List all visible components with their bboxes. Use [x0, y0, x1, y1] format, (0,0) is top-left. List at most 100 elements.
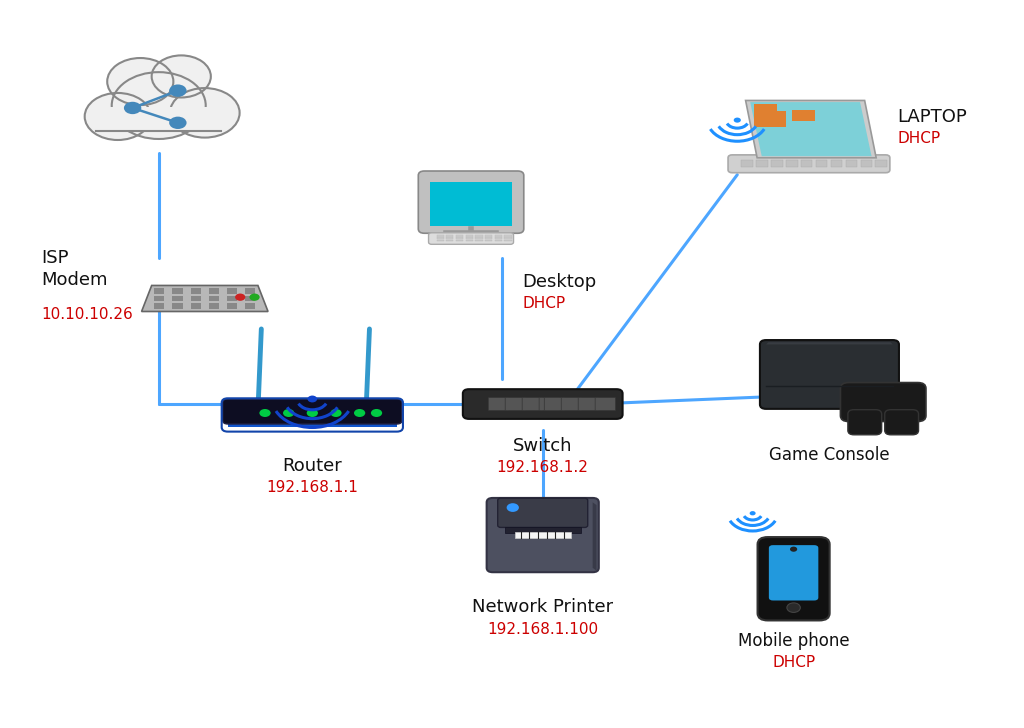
Circle shape: [371, 409, 382, 417]
FancyBboxPatch shape: [463, 389, 623, 419]
Circle shape: [108, 58, 173, 105]
FancyBboxPatch shape: [793, 110, 815, 121]
Circle shape: [331, 409, 342, 417]
Circle shape: [733, 117, 740, 123]
FancyBboxPatch shape: [475, 237, 482, 239]
Circle shape: [85, 93, 151, 140]
Text: Desktop: Desktop: [522, 273, 597, 291]
FancyBboxPatch shape: [466, 240, 473, 241]
FancyBboxPatch shape: [436, 240, 443, 241]
Text: Network Printer: Network Printer: [472, 598, 613, 617]
FancyBboxPatch shape: [758, 537, 829, 620]
FancyBboxPatch shape: [876, 160, 887, 167]
FancyBboxPatch shape: [539, 397, 559, 411]
FancyBboxPatch shape: [486, 498, 599, 572]
Circle shape: [507, 503, 519, 512]
FancyBboxPatch shape: [172, 303, 182, 309]
FancyBboxPatch shape: [595, 397, 615, 411]
FancyBboxPatch shape: [485, 235, 493, 237]
FancyBboxPatch shape: [92, 107, 225, 131]
FancyBboxPatch shape: [190, 288, 201, 294]
FancyBboxPatch shape: [545, 397, 565, 411]
FancyBboxPatch shape: [741, 160, 753, 167]
FancyBboxPatch shape: [841, 383, 926, 422]
Circle shape: [790, 547, 798, 552]
FancyBboxPatch shape: [456, 237, 463, 239]
FancyBboxPatch shape: [485, 237, 493, 239]
FancyBboxPatch shape: [485, 240, 493, 241]
FancyBboxPatch shape: [446, 235, 454, 237]
Text: 192.168.1.100: 192.168.1.100: [487, 622, 598, 637]
FancyBboxPatch shape: [816, 160, 827, 167]
FancyBboxPatch shape: [495, 240, 502, 241]
Polygon shape: [593, 502, 596, 571]
Circle shape: [170, 88, 240, 138]
FancyBboxPatch shape: [172, 288, 182, 294]
FancyBboxPatch shape: [222, 399, 401, 424]
Circle shape: [236, 293, 246, 301]
FancyBboxPatch shape: [561, 397, 582, 411]
FancyBboxPatch shape: [848, 410, 882, 435]
FancyBboxPatch shape: [505, 526, 581, 533]
FancyBboxPatch shape: [505, 240, 512, 241]
FancyBboxPatch shape: [522, 397, 543, 411]
FancyBboxPatch shape: [498, 498, 588, 527]
FancyBboxPatch shape: [227, 303, 238, 309]
FancyBboxPatch shape: [209, 288, 219, 294]
FancyBboxPatch shape: [227, 419, 396, 427]
FancyBboxPatch shape: [436, 237, 443, 239]
Circle shape: [124, 102, 141, 114]
Circle shape: [786, 603, 801, 612]
FancyBboxPatch shape: [495, 237, 502, 239]
FancyBboxPatch shape: [579, 397, 599, 411]
FancyBboxPatch shape: [786, 160, 798, 167]
FancyBboxPatch shape: [801, 160, 812, 167]
Circle shape: [152, 55, 211, 98]
FancyBboxPatch shape: [846, 160, 857, 167]
FancyBboxPatch shape: [515, 531, 570, 539]
FancyBboxPatch shape: [754, 111, 786, 127]
FancyBboxPatch shape: [227, 296, 238, 301]
Circle shape: [283, 409, 294, 417]
Circle shape: [169, 116, 186, 129]
FancyBboxPatch shape: [475, 240, 482, 241]
FancyBboxPatch shape: [245, 303, 255, 309]
Circle shape: [354, 409, 366, 417]
Text: Game Console: Game Console: [769, 446, 890, 464]
FancyBboxPatch shape: [446, 240, 454, 241]
FancyBboxPatch shape: [419, 171, 524, 233]
Text: LAPTOP: LAPTOP: [897, 108, 967, 126]
FancyBboxPatch shape: [155, 296, 165, 301]
FancyBboxPatch shape: [245, 288, 255, 294]
Circle shape: [259, 409, 270, 417]
FancyBboxPatch shape: [771, 160, 782, 167]
Text: 192.168.1.2: 192.168.1.2: [497, 460, 589, 475]
Circle shape: [112, 72, 206, 139]
FancyBboxPatch shape: [488, 397, 509, 411]
FancyBboxPatch shape: [209, 303, 219, 309]
FancyBboxPatch shape: [728, 155, 890, 173]
FancyBboxPatch shape: [466, 237, 473, 239]
Text: 10.10.10.26: 10.10.10.26: [41, 307, 133, 323]
FancyBboxPatch shape: [505, 235, 512, 237]
FancyBboxPatch shape: [155, 303, 165, 309]
FancyBboxPatch shape: [227, 288, 238, 294]
FancyBboxPatch shape: [760, 340, 899, 409]
Text: Router: Router: [283, 457, 342, 475]
FancyBboxPatch shape: [456, 240, 463, 241]
Polygon shape: [745, 100, 877, 158]
Circle shape: [750, 511, 756, 515]
Polygon shape: [766, 342, 893, 344]
FancyBboxPatch shape: [505, 237, 512, 239]
Text: Switch: Switch: [513, 437, 572, 455]
FancyBboxPatch shape: [209, 296, 219, 301]
FancyBboxPatch shape: [466, 235, 473, 237]
Polygon shape: [141, 285, 268, 312]
FancyBboxPatch shape: [495, 235, 502, 237]
FancyBboxPatch shape: [475, 235, 482, 237]
FancyBboxPatch shape: [769, 545, 818, 601]
FancyBboxPatch shape: [885, 410, 919, 435]
Text: ISP
Modem: ISP Modem: [41, 249, 108, 290]
FancyBboxPatch shape: [830, 160, 843, 167]
FancyBboxPatch shape: [428, 233, 514, 245]
